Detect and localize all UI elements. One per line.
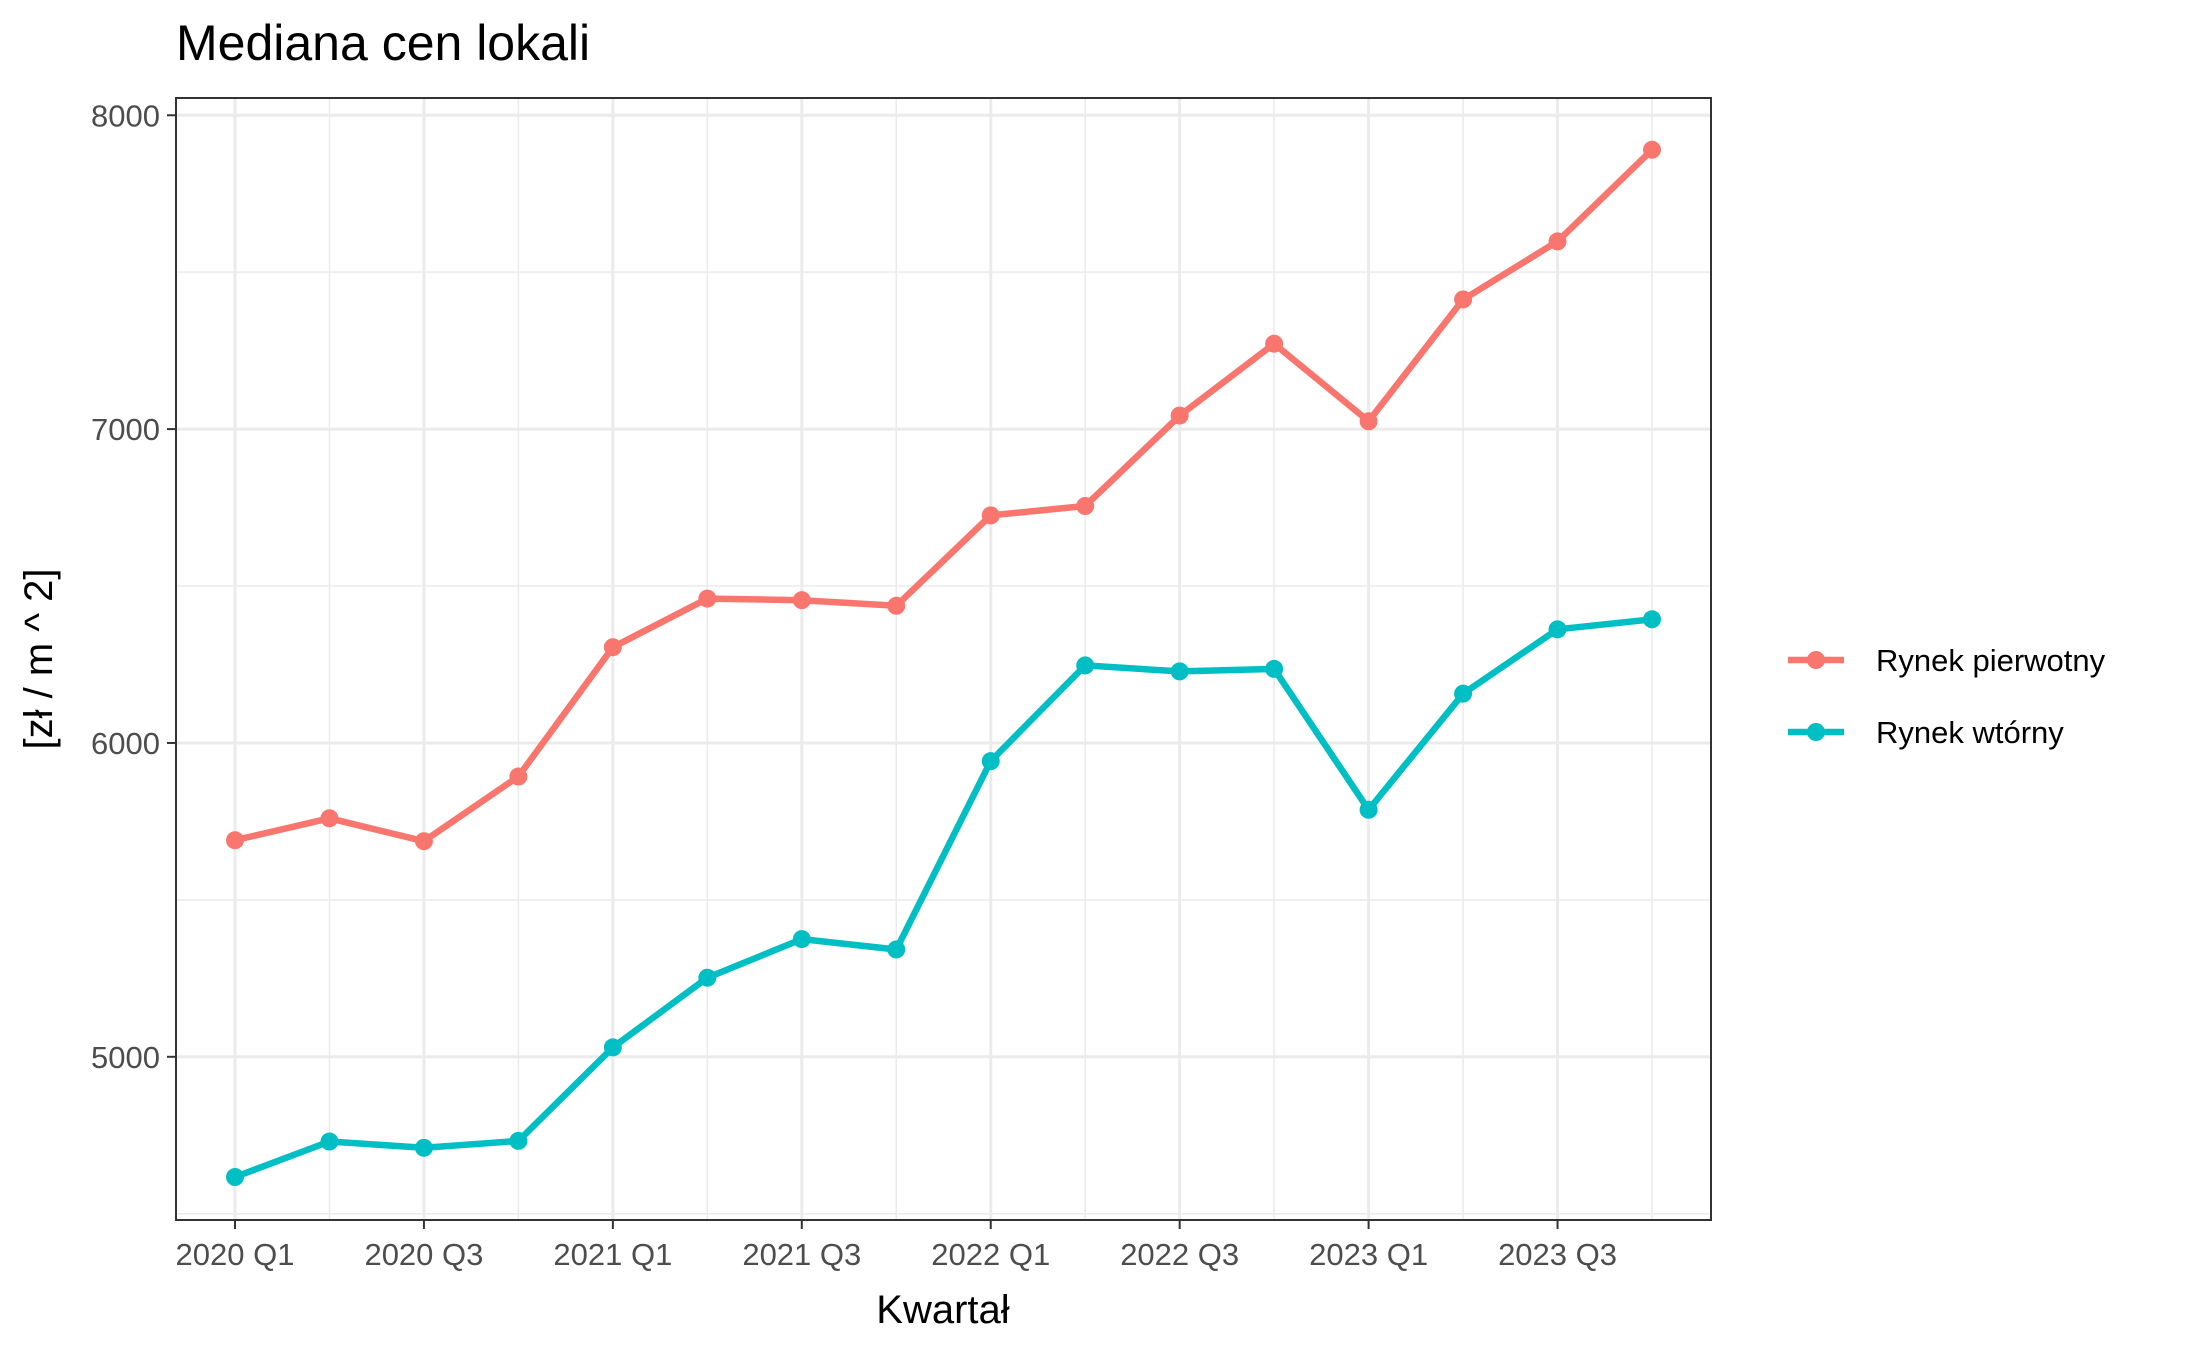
series-line-2 [231,616,1656,1181]
data-point [887,940,906,959]
y-tick-label: 7000 [91,412,160,447]
legend-label: Rynek wtórny [1876,715,2064,750]
data-point [1454,290,1473,309]
data-point [509,1131,528,1150]
data-point [792,930,811,949]
data-point [1359,800,1378,819]
data-point [887,596,906,615]
series-line-1 [231,146,1656,845]
data-point [1076,497,1095,515]
data-point [981,506,1000,525]
data-point [1548,620,1567,639]
data-point [509,767,528,786]
data-point [1454,684,1473,703]
y-axis-title: [zł / m ^ 2] [17,568,61,749]
data-point [414,832,433,851]
x-tick-label: 2020 Q3 [364,1237,483,1272]
data-point [226,831,244,850]
data-point [698,589,717,608]
x-tick-label: 2021 Q1 [553,1237,672,1272]
data-point [226,1168,244,1187]
y-tick-label: 6000 [91,726,160,761]
data-point [1548,232,1567,251]
y-tick-label: 8000 [91,98,160,133]
data-point [981,752,1000,771]
axis-layer: 5000 6000 7000 8000 2020 Q1 2020 Q3 2021 Q1 202… [91,98,1617,1272]
data-point [603,638,622,657]
legend-key-point [1807,723,1825,741]
data-point [1643,610,1661,629]
data-point [1076,656,1095,675]
grid-layer [176,98,1711,1220]
series-layer [226,140,1661,1187]
legend-key-point [1807,651,1825,669]
data-point [792,591,811,610]
data-point [1359,412,1378,431]
x-tick-label: 2021 Q3 [742,1237,861,1272]
data-point [414,1138,433,1157]
data-point [1265,659,1284,678]
x-tick-label: 2022 Q3 [1120,1237,1239,1272]
data-point [320,809,339,828]
y-tick-label: 5000 [91,1040,160,1075]
data-point [1643,140,1661,159]
data-point [1170,662,1189,681]
data-point [1170,406,1189,425]
data-point [320,1132,339,1151]
chart-title: Mediana cen lokali [176,15,590,71]
x-tick-label: 2022 Q1 [931,1237,1050,1272]
legend: Rynek pierwotny Rynek wtórny [1788,643,2106,750]
x-tick-label: 2023 Q3 [1498,1237,1617,1272]
x-axis-title: Kwartał [876,1288,1009,1332]
data-point [603,1038,622,1057]
data-point [1265,334,1284,353]
panel-border [175,97,1712,1221]
x-tick-label: 2023 Q1 [1309,1237,1428,1272]
data-point [698,968,717,987]
legend-label: Rynek pierwotny [1876,643,2106,678]
x-tick-label: 2020 Q1 [176,1237,295,1272]
